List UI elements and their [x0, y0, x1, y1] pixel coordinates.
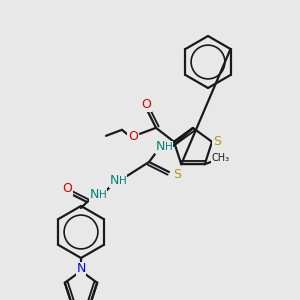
Text: CH₃: CH₃ — [212, 153, 230, 163]
Text: N: N — [155, 140, 165, 154]
Text: S: S — [173, 169, 181, 182]
Text: O: O — [128, 130, 138, 143]
Text: O: O — [62, 182, 72, 196]
Text: N: N — [89, 188, 99, 202]
Text: O: O — [141, 98, 151, 111]
Text: H: H — [119, 176, 127, 186]
Text: N: N — [76, 262, 86, 275]
Text: H: H — [99, 190, 107, 200]
Text: H: H — [165, 142, 173, 152]
Text: N: N — [109, 175, 119, 188]
Text: S: S — [213, 135, 221, 148]
